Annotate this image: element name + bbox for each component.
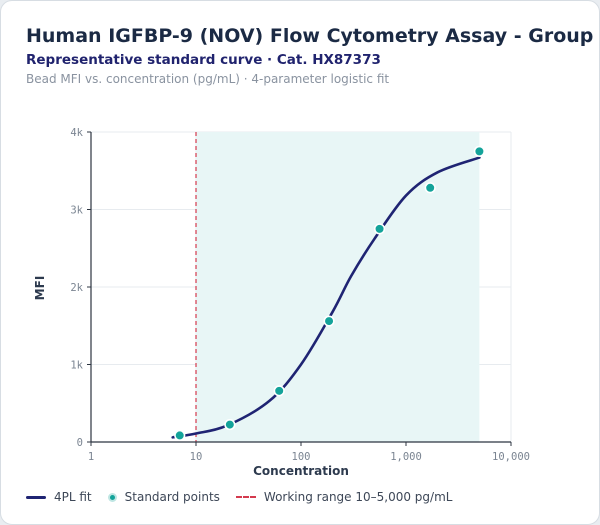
- y-tick-label: 3k: [70, 205, 83, 217]
- standard-point: [273, 385, 285, 397]
- working-range: [195, 132, 480, 442]
- chart-title: Human IGFBP-9 (NOV) Flow Cytometry Assay…: [26, 25, 600, 47]
- legend-fit-swatch: [26, 495, 46, 499]
- y-axis-label: MFI: [33, 276, 47, 301]
- standard-point: [174, 429, 186, 442]
- legend-item-fit: 4PL fit: [26, 490, 92, 504]
- legend-item-points: Standard points: [107, 490, 220, 504]
- standard-point: [224, 418, 236, 431]
- fit-curve-layer: [171, 156, 481, 439]
- y-tick-label: 1k: [70, 360, 83, 372]
- x-tick-label: 10: [190, 451, 203, 463]
- x-tick-label: 1,000: [390, 451, 422, 463]
- chart-subtitle: Representative standard curve · Cat. HX8…: [26, 52, 381, 68]
- tick-labels: 0 1k 2k 3k 4k 1 10 100 1,000 10,000: [70, 127, 530, 463]
- axes: [87, 131, 512, 446]
- working-range-band: [196, 132, 480, 442]
- y-tick-label: 4k: [70, 127, 83, 139]
- standard-point: [473, 145, 485, 157]
- fit-curve: [171, 156, 481, 439]
- x-tick-label: 10,000: [492, 451, 530, 463]
- y-tick-label: 0: [77, 437, 83, 449]
- legend-range-swatch: [235, 496, 256, 498]
- standard-points-layer: [174, 145, 485, 442]
- chart-caption: Bead MFI vs. concentration (pg/mL) · 4-p…: [26, 72, 390, 86]
- legend-points-label: Standard points: [124, 490, 220, 504]
- standard-point: [373, 223, 386, 235]
- x-tick-label: 100: [292, 451, 311, 463]
- x-axis-label: Concentration: [253, 464, 349, 478]
- legend-points-swatch: [107, 492, 117, 502]
- legend: 4PL fit Standard points Working range 10…: [26, 488, 468, 506]
- legend-item-range: Working range 10–5,000 pg/mL: [235, 490, 453, 504]
- y-tick-label: 2k: [70, 282, 83, 294]
- legend-fit-label: 4PL fit: [54, 490, 92, 504]
- legend-range-label: Working range 10–5,000 pg/mL: [263, 490, 453, 504]
- standard-point: [323, 315, 335, 327]
- x-tick-label: 1: [88, 451, 94, 463]
- standard-point: [424, 182, 436, 194]
